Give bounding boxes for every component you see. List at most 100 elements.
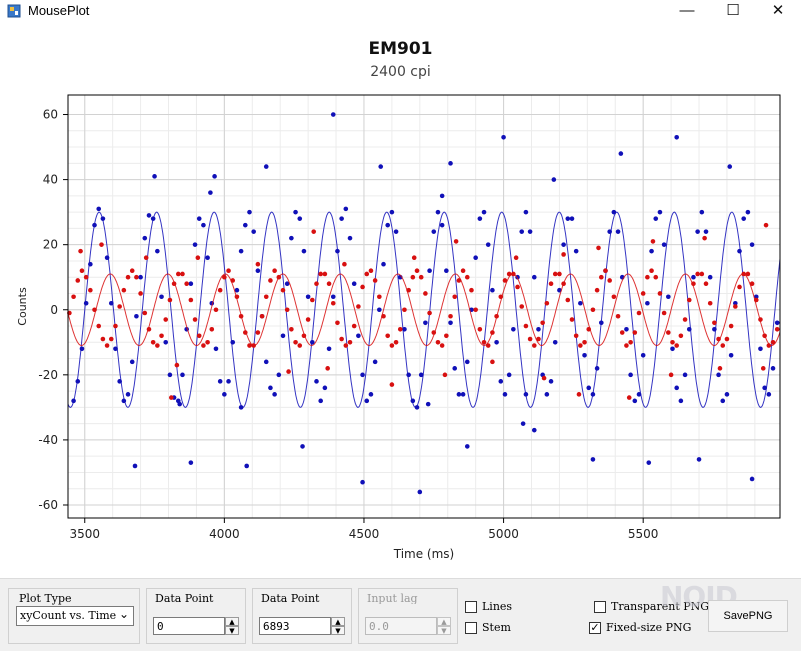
series-1-point bbox=[573, 333, 579, 339]
series-1-point bbox=[649, 268, 654, 274]
series-1-point bbox=[594, 287, 600, 293]
series-0-point bbox=[691, 274, 696, 280]
series-1-point bbox=[368, 268, 374, 274]
stem-checkbox[interactable] bbox=[465, 622, 477, 634]
series-1-point bbox=[485, 343, 491, 348]
close-button[interactable]: ✕ bbox=[771, 2, 785, 19]
series-1-point bbox=[728, 323, 734, 329]
plot-type-dropdown[interactable]: xyCount vs. Time ⌄ bbox=[16, 606, 134, 626]
start-spin-down[interactable]: ▼ bbox=[225, 626, 239, 635]
series-0-point bbox=[448, 320, 453, 326]
series-0-point bbox=[590, 457, 596, 462]
series-1-point bbox=[439, 343, 445, 348]
series-1-point bbox=[444, 333, 449, 339]
series-1-point bbox=[703, 281, 709, 287]
series-1-point bbox=[586, 326, 592, 332]
series-0-point bbox=[519, 229, 525, 234]
series-0-point bbox=[381, 261, 386, 267]
series-1-point bbox=[96, 323, 102, 329]
series-0-point bbox=[531, 274, 537, 280]
series-1-point bbox=[108, 336, 114, 342]
series-0-point bbox=[310, 339, 315, 345]
chevron-down-icon: ⌄ bbox=[118, 607, 129, 621]
series-0-point bbox=[749, 242, 755, 247]
series-1-point bbox=[753, 297, 759, 303]
maximize-button[interactable]: ☐ bbox=[726, 2, 740, 19]
series-0-point bbox=[108, 300, 114, 306]
start-input[interactable]: 0 bbox=[153, 617, 225, 635]
app-icon bbox=[7, 4, 21, 18]
series-0-point bbox=[180, 372, 185, 378]
input-lag-input: 0.0 bbox=[365, 617, 437, 635]
fixed-size-png-checkbox[interactable]: ✓ bbox=[589, 621, 601, 634]
series-0-point bbox=[737, 248, 742, 254]
series-0-point bbox=[523, 392, 529, 397]
series-0-point bbox=[636, 392, 642, 397]
series-1-point bbox=[448, 313, 453, 319]
series-1-point bbox=[523, 323, 529, 329]
series-1-point bbox=[490, 359, 495, 365]
series-0-point bbox=[188, 281, 194, 287]
end-label: Data Point End bbox=[259, 592, 333, 604]
series-0-point bbox=[640, 353, 646, 358]
series-0-point bbox=[297, 216, 303, 221]
series-1-point bbox=[134, 274, 139, 280]
series-0-point bbox=[762, 385, 767, 391]
series-1-point bbox=[452, 294, 458, 300]
series-1-point bbox=[490, 330, 495, 335]
input-lag-spin-down: ▼ bbox=[437, 626, 451, 635]
series-0-point bbox=[682, 372, 688, 378]
series-1-point bbox=[201, 343, 206, 348]
series-0-point bbox=[217, 379, 223, 384]
series-1-curve bbox=[67, 273, 781, 347]
y-tick-label: -60 bbox=[38, 498, 58, 512]
series-0-point bbox=[444, 268, 449, 274]
series-0-point bbox=[96, 206, 102, 212]
series-1-point bbox=[477, 326, 483, 332]
scatter-chart: 3500 4000 4500 5000 5500 -60 -40 -20 0 20 40 60 Time… bbox=[16, 94, 781, 561]
save-png-button[interactable]: SavePNG bbox=[708, 600, 788, 632]
series-0-point bbox=[134, 313, 139, 319]
transparent-png-checkbox[interactable] bbox=[594, 601, 606, 613]
minimize-button[interactable]: — bbox=[679, 2, 695, 19]
series-0-point bbox=[177, 401, 182, 407]
series-1-point bbox=[125, 274, 131, 280]
series-1-point bbox=[381, 313, 386, 319]
end-group: Data Point End 6893 ▲ ▼ bbox=[252, 588, 352, 644]
plot-border bbox=[67, 94, 781, 519]
series-0-point bbox=[674, 135, 679, 140]
series-0-point bbox=[653, 216, 659, 221]
end-spin-up[interactable]: ▲ bbox=[331, 617, 345, 626]
series-1-point bbox=[615, 313, 621, 319]
series-0-point bbox=[406, 372, 411, 378]
series-0-point bbox=[552, 339, 558, 345]
series-0-point bbox=[548, 379, 554, 384]
series-1-point bbox=[603, 268, 608, 274]
series-1-point bbox=[691, 281, 696, 287]
series-1-point bbox=[599, 274, 604, 280]
start-spin-up[interactable]: ▲ bbox=[225, 617, 239, 626]
lines-checkbox[interactable] bbox=[465, 601, 477, 613]
series-1-point bbox=[596, 245, 601, 251]
series-1-point bbox=[297, 343, 303, 348]
input-lag-group: Input lag delay 0.0 ▲ ▼ bbox=[358, 588, 458, 644]
end-spin-down[interactable]: ▼ bbox=[331, 626, 345, 635]
series-1-point bbox=[640, 291, 646, 296]
series-0-point bbox=[238, 248, 244, 254]
series-1-point bbox=[272, 268, 277, 274]
series-0-point bbox=[293, 209, 298, 215]
series-0-point bbox=[188, 460, 194, 465]
series-0-point bbox=[196, 216, 202, 221]
series-1-point bbox=[717, 366, 723, 371]
series-1-point bbox=[356, 304, 361, 309]
series-0-point bbox=[378, 164, 384, 169]
series-0-point bbox=[234, 287, 240, 293]
plot-area[interactable]: EM901 2400 cpi 3500 4000 4500 5000 5500 -60 -4… bbox=[0, 22, 801, 578]
series-1-point bbox=[276, 274, 282, 280]
series-0-point bbox=[645, 300, 650, 306]
series-1-point bbox=[481, 339, 487, 345]
end-input[interactable]: 6893 bbox=[259, 617, 331, 635]
series-0-point bbox=[582, 353, 587, 358]
series-1-point bbox=[515, 284, 520, 290]
input-lag-label: Input lag delay bbox=[365, 592, 439, 604]
